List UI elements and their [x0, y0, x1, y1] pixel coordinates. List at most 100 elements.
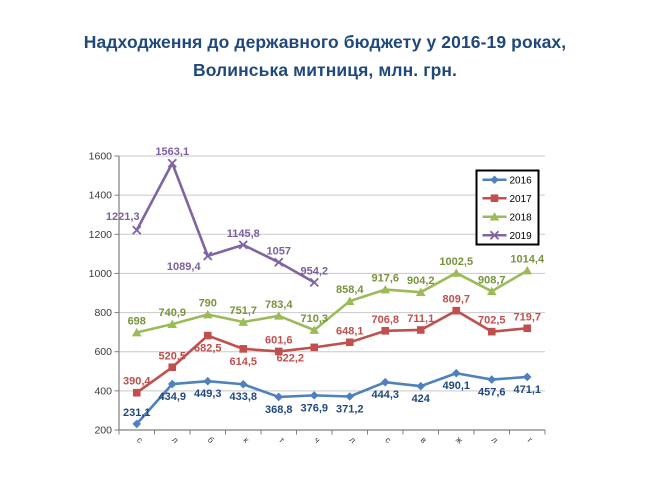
- data-label-2017: 390,4: [123, 376, 151, 388]
- y-axis-tick-label: 800: [94, 307, 112, 319]
- data-point-2016: [167, 379, 177, 389]
- y-axis-tick-label: 600: [94, 346, 112, 358]
- series-line-2018: [135, 269, 529, 334]
- legend-label-2016: 2016: [510, 175, 533, 186]
- data-point-2016: [487, 375, 497, 384]
- data-point-2016: [238, 379, 248, 389]
- data-point-2018: [202, 309, 213, 319]
- series-line-2019: [135, 161, 316, 284]
- legend-item-2018: 2018: [482, 212, 533, 223]
- data-label-2018: 698: [128, 316, 146, 328]
- data-label-2019: 1145,8: [227, 228, 260, 240]
- data-point-2016: [416, 381, 426, 391]
- data-point-2018: [486, 286, 497, 296]
- data-point-2016: [522, 372, 532, 382]
- x-axis-month-label: ж: [454, 434, 465, 445]
- data-label-2018: 904,2: [407, 275, 435, 287]
- x-axis-month-label: к: [242, 435, 252, 445]
- data-point-2016: [132, 419, 142, 429]
- x-axis-month-label: с: [383, 435, 394, 446]
- data-label-2016: 231,1: [123, 407, 151, 419]
- chart-title-line-2: Волинська митниця, млн. грн.: [192, 60, 458, 80]
- data-point-2016: [380, 377, 390, 387]
- data-label-2016: 471,1: [513, 384, 541, 396]
- data-label-2016: 368,8: [265, 404, 293, 416]
- data-label-2016: 434,9: [158, 391, 186, 403]
- data-label-2016: 490,1: [442, 380, 470, 392]
- legend-item-2019: 2019: [482, 230, 533, 242]
- data-label-2018: 908,7: [478, 274, 506, 286]
- x-axis-month-label: л: [348, 435, 359, 446]
- data-point-2019: [167, 158, 177, 168]
- data-point-2018: [167, 319, 178, 328]
- legend-label-2017: 2017: [510, 194, 533, 205]
- data-label-2019: 1563,1: [155, 146, 189, 158]
- data-label-2018: 740,9: [158, 307, 186, 319]
- data-point-2017: [274, 347, 283, 356]
- chart-title: Надходження до державного бюджету у 2016…: [0, 28, 650, 84]
- data-point-2018: [344, 296, 355, 305]
- data-label-2018: 783,4: [265, 299, 293, 311]
- x-axis-month-label: с: [135, 435, 146, 446]
- data-label-2017: 682,5: [194, 343, 222, 355]
- data-label-2016: 376,9: [300, 402, 328, 414]
- data-label-2017: 648,1: [336, 325, 364, 337]
- legend-item-2016: 2016: [482, 175, 533, 186]
- data-label-2017: 719,7: [513, 311, 541, 323]
- series-line-2016: [135, 371, 529, 426]
- y-axis-tick-label: 1400: [89, 190, 113, 202]
- data-label-2018: 858,4: [336, 284, 364, 296]
- data-point-2019: [132, 225, 142, 235]
- data-point-2017: [132, 388, 141, 397]
- data-label-2018: 790: [199, 298, 217, 310]
- data-label-2017: 520,5: [158, 350, 186, 362]
- data-label-2019: 1221,3: [106, 211, 140, 223]
- y-axis-tick-label: 1200: [89, 229, 113, 241]
- data-label-2019: 1089,4: [167, 261, 202, 273]
- legend-label-2018: 2018: [510, 212, 533, 223]
- data-point-2017: [381, 327, 390, 335]
- data-point-2017: [345, 338, 354, 347]
- data-point-2019: [274, 257, 284, 267]
- data-label-2018: 1014,4: [510, 254, 545, 266]
- legend-marker-2017: [490, 194, 499, 203]
- data-point-2016: [451, 368, 461, 378]
- data-label-2017: 702,5: [478, 315, 506, 327]
- data-point-2018: [309, 325, 320, 334]
- x-axis-month-label: в: [419, 435, 430, 446]
- x-axis-month-label: т: [277, 435, 287, 445]
- y-axis-tick-label: 1600: [89, 151, 113, 163]
- series-2017: 390,4 520,5 682,5 614,5 601,6 622,2 648,1 706,8…: [123, 294, 541, 397]
- data-label-2019: 1057: [267, 245, 291, 257]
- data-point-2018: [380, 284, 391, 294]
- legend-marker-2019: [489, 230, 500, 240]
- data-point-2017: [487, 327, 496, 336]
- data-point-2018: [238, 317, 249, 326]
- data-point-2019: [203, 251, 213, 261]
- data-label-2017: 601,6: [265, 334, 293, 346]
- data-point-2016: [274, 392, 284, 402]
- data-label-2017: 809,7: [442, 294, 470, 306]
- data-label-2018: 917,6: [371, 273, 399, 285]
- data-point-2017: [416, 326, 425, 334]
- y-axis-tick-label: 400: [94, 385, 112, 397]
- legend-label-2019: 2019: [510, 231, 533, 242]
- data-label-2016: 371,2: [336, 403, 364, 415]
- data-point-2018: [451, 268, 462, 277]
- data-label-2016: 457,6: [478, 387, 506, 399]
- data-point-2018: [131, 327, 142, 337]
- series-line-2017: [135, 309, 529, 395]
- data-label-2016: 433,8: [229, 391, 257, 403]
- series-2018: 698 740,9 790 751,7 783,4 710,3 858,4 917,6 904,…: [128, 254, 545, 337]
- data-label-2016: 424: [412, 393, 431, 405]
- data-point-2019: [238, 240, 248, 250]
- series-2019: 1221,3 1563,1 1089,4 1145,8 1057 954,2: [106, 146, 328, 288]
- data-point-2018: [522, 266, 533, 275]
- series-2016: 231,1 434,9 449,3 433,8 368,8 376,9 371,2 444,3…: [123, 368, 541, 429]
- data-label-2017: 711,1: [407, 313, 434, 325]
- y-axis-tick-label: 1000: [89, 268, 113, 280]
- legend-box: [475, 169, 540, 246]
- y-axis-tick-label: 200: [94, 425, 112, 437]
- data-label-2017: 614,5: [229, 356, 257, 368]
